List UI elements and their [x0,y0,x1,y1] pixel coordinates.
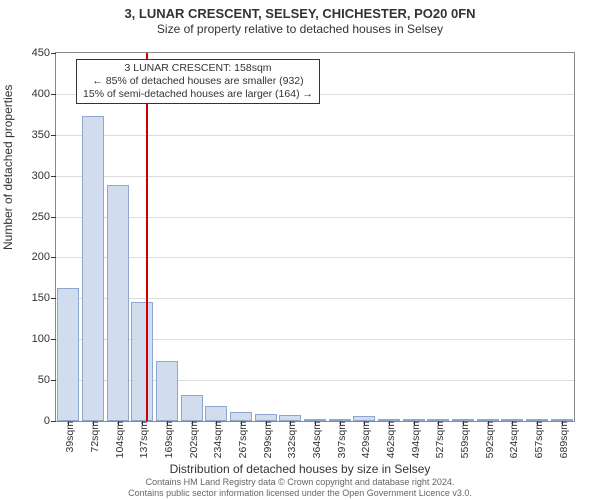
y-tick-label: 100 [32,333,56,345]
x-tick-label: 39sqm [60,421,76,453]
plot-area: 3 LUNAR CRESCENT: 158sqm ← 85% of detach… [55,52,575,422]
footer-line-1: Contains HM Land Registry data © Crown c… [0,477,600,487]
y-tick-label: 50 [38,374,56,386]
gridline [56,135,574,136]
x-tick-label: 104sqm [110,421,126,458]
histogram-bar [131,302,153,421]
x-tick-label: 267sqm [233,421,249,458]
x-axis-label: Distribution of detached houses by size … [0,462,600,476]
x-tick-label: 364sqm [307,421,323,458]
x-tick-label: 462sqm [381,421,397,458]
histogram-bar [181,395,203,421]
y-tick-label: 400 [32,88,56,100]
y-tick-label: 350 [32,129,56,141]
y-tick-label: 150 [32,292,56,304]
y-tick-label: 250 [32,211,56,223]
chart-title: 3, LUNAR CRESCENT, SELSEY, CHICHESTER, P… [0,6,600,22]
histogram-bar [107,185,129,421]
y-tick-label: 0 [44,415,56,427]
title-block: 3, LUNAR CRESCENT, SELSEY, CHICHESTER, P… [0,0,600,37]
y-tick-label: 450 [32,47,56,59]
annotation-line-3: 15% of semi-detached houses are larger (… [83,88,313,101]
y-tick-label: 300 [32,170,56,182]
y-tick-label: 200 [32,251,56,263]
footer-note: Contains HM Land Registry data © Crown c… [0,477,600,498]
x-tick-label: 72sqm [85,421,101,453]
reference-line [146,53,148,421]
x-tick-label: 494sqm [406,421,422,458]
x-tick-label: 397sqm [332,421,348,458]
gridline [56,257,574,258]
gridline [56,298,574,299]
x-tick-label: 624sqm [504,421,520,458]
x-tick-label: 559sqm [455,421,471,458]
x-tick-label: 234sqm [208,421,224,458]
chart-subtitle: Size of property relative to detached ho… [0,22,600,37]
histogram-bar [205,406,227,421]
annotation-line-1: 3 LUNAR CRESCENT: 158sqm [83,62,313,75]
x-tick-label: 527sqm [430,421,446,458]
histogram-bar [156,361,178,422]
footer-line-2: Contains public sector information licen… [0,488,600,498]
x-tick-label: 592sqm [480,421,496,458]
x-tick-label: 689sqm [554,421,570,458]
gridline [56,176,574,177]
x-tick-label: 657sqm [529,421,545,458]
histogram-bar [82,116,104,421]
y-axis-label: Number of detached properties [1,85,15,250]
x-tick-label: 299sqm [258,421,274,458]
x-tick-label: 202sqm [184,421,200,458]
x-tick-label: 137sqm [134,421,150,458]
x-tick-label: 332sqm [282,421,298,458]
x-tick-label: 429sqm [356,421,372,458]
annotation-box: 3 LUNAR CRESCENT: 158sqm ← 85% of detach… [76,59,320,104]
histogram-bar [230,412,252,421]
x-tick-label: 169sqm [159,421,175,458]
gridline [56,217,574,218]
histogram-bar [57,288,79,421]
annotation-line-2: ← 85% of detached houses are smaller (93… [83,75,313,88]
chart-container: 3, LUNAR CRESCENT, SELSEY, CHICHESTER, P… [0,0,600,500]
